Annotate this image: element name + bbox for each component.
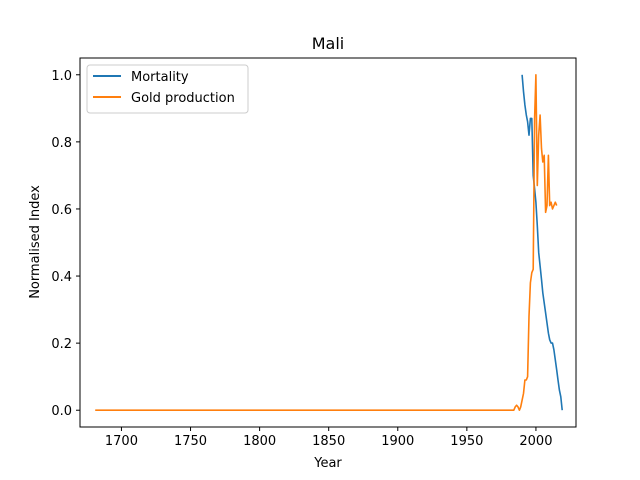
y-tick-label: 0.6 — [51, 203, 72, 218]
y-axis: 0.0 0.2 0.4 0.6 0.8 1.0 — [51, 69, 80, 419]
x-tick-label: 1850 — [312, 434, 345, 449]
legend-frame — [86, 64, 249, 114]
x-tick-label: 1800 — [243, 434, 276, 449]
y-tick-label: 0.8 — [51, 136, 72, 151]
legend-label-mortality: Mortality — [131, 70, 189, 85]
y-tick-label: 0.4 — [51, 270, 72, 285]
x-tick-label: 1950 — [450, 434, 483, 449]
legend-label-gold-production: Gold production — [131, 91, 235, 106]
x-tick-label: 1700 — [105, 434, 138, 449]
x-tick-label: 2000 — [519, 434, 552, 449]
series-line-gold-production — [95, 74, 558, 412]
x-axis-label: Year — [313, 456, 342, 471]
legend: Mortality Gold production — [86, 64, 249, 114]
y-axis-label: Normalised Index — [28, 185, 43, 299]
x-tick-label: 1750 — [174, 434, 207, 449]
x-tick-label: 1900 — [381, 434, 414, 449]
series-layer — [95, 74, 563, 412]
y-tick-label: 1.0 — [51, 69, 72, 84]
x-axis: 1700 1750 1800 1850 1900 1950 2000 — [105, 427, 552, 449]
y-tick-label: 0.2 — [51, 337, 72, 352]
plot-frame — [79, 57, 577, 428]
series-line-mortality — [521, 74, 563, 411]
chart-title: Mali — [312, 34, 345, 53]
y-tick-label: 0.0 — [51, 404, 72, 419]
